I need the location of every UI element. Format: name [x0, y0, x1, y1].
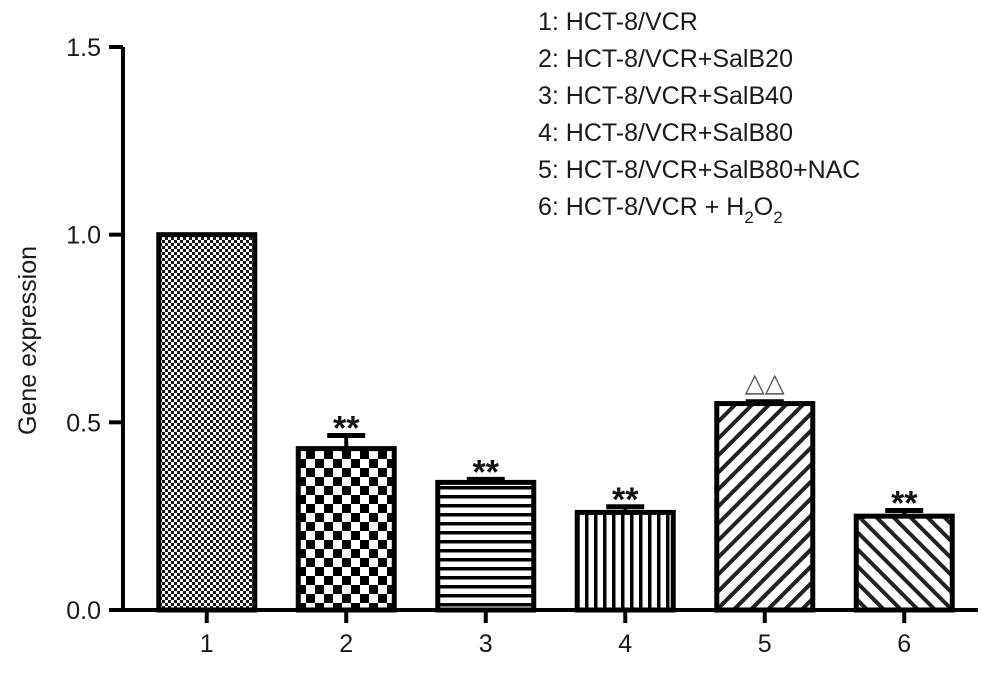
y-tick-label: 0.5: [66, 409, 101, 437]
x-tick-label: 6: [897, 630, 911, 658]
x-tick-label: 2: [339, 630, 353, 658]
legend-entry: 2: HCT-8/VCR+SalB20: [538, 45, 793, 73]
bar: [714, 401, 816, 613]
y-axis-title: Gene expression: [14, 246, 42, 435]
legend-entry: 6: HCT-8/VCR + H2O2: [538, 193, 783, 227]
significance-annotation: **: [891, 485, 918, 523]
y-tick-label: 1.0: [66, 222, 101, 250]
significance-annotation: **: [473, 453, 500, 491]
bar: [853, 513, 955, 613]
y-tick-label: 1.5: [66, 34, 101, 62]
legend-entry: 4: HCT-8/VCR+SalB80: [538, 119, 793, 147]
x-tick-label: 4: [618, 630, 632, 658]
x-tick-label: 3: [479, 630, 493, 658]
significance-annotation: **: [333, 409, 360, 447]
x-tick-label: 5: [758, 630, 772, 658]
significance-annotation: **: [612, 481, 639, 519]
legend-entry: 1: HCT-8/VCR: [538, 8, 698, 36]
legend-entry: 3: HCT-8/VCR+SalB40: [538, 82, 793, 110]
bar: [295, 446, 397, 613]
bar: [156, 232, 258, 613]
significance-annotation: △△: [745, 369, 785, 399]
x-tick-label: 1: [200, 630, 214, 658]
legend-entry: 5: HCT-8/VCR+SalB80+NAC: [538, 156, 860, 184]
bar: [435, 479, 537, 613]
bar: [574, 509, 676, 613]
y-tick-label: 0.0: [66, 597, 101, 625]
